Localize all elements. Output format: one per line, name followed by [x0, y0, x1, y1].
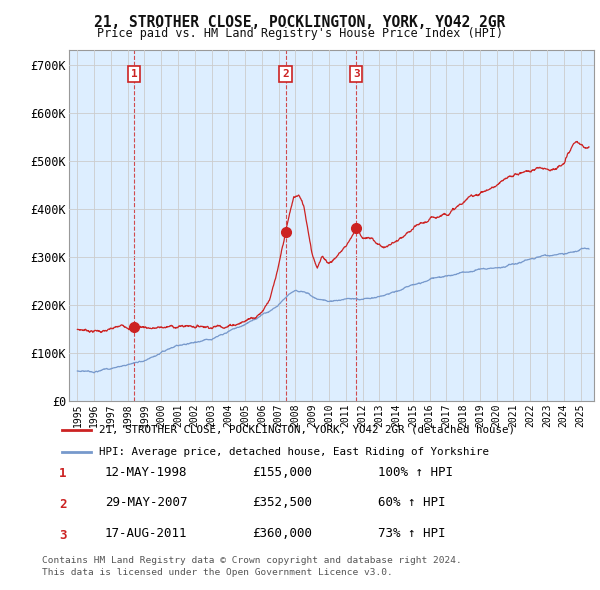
Text: 73% ↑ HPI: 73% ↑ HPI — [378, 527, 445, 540]
Text: 21, STROTHER CLOSE, POCKLINGTON, YORK, YO42 2GR (detached house): 21, STROTHER CLOSE, POCKLINGTON, YORK, Y… — [99, 425, 515, 435]
Text: 2: 2 — [282, 69, 289, 79]
Text: 2: 2 — [59, 498, 67, 511]
Text: HPI: Average price, detached house, East Riding of Yorkshire: HPI: Average price, detached house, East… — [99, 447, 489, 457]
Text: 1: 1 — [131, 69, 137, 79]
Text: £360,000: £360,000 — [252, 527, 312, 540]
Text: 12-MAY-1998: 12-MAY-1998 — [105, 466, 187, 478]
Text: This data is licensed under the Open Government Licence v3.0.: This data is licensed under the Open Gov… — [42, 568, 393, 577]
Text: £155,000: £155,000 — [252, 466, 312, 478]
Text: 29-MAY-2007: 29-MAY-2007 — [105, 496, 187, 509]
Text: Price paid vs. HM Land Registry's House Price Index (HPI): Price paid vs. HM Land Registry's House … — [97, 27, 503, 40]
Text: 3: 3 — [59, 529, 67, 542]
Text: 3: 3 — [353, 69, 359, 79]
Text: Contains HM Land Registry data © Crown copyright and database right 2024.: Contains HM Land Registry data © Crown c… — [42, 556, 462, 565]
Text: 17-AUG-2011: 17-AUG-2011 — [105, 527, 187, 540]
Text: 21, STROTHER CLOSE, POCKLINGTON, YORK, YO42 2GR: 21, STROTHER CLOSE, POCKLINGTON, YORK, Y… — [94, 15, 506, 30]
Text: 1: 1 — [59, 467, 67, 480]
Text: 60% ↑ HPI: 60% ↑ HPI — [378, 496, 445, 509]
Text: 100% ↑ HPI: 100% ↑ HPI — [378, 466, 453, 478]
Text: £352,500: £352,500 — [252, 496, 312, 509]
